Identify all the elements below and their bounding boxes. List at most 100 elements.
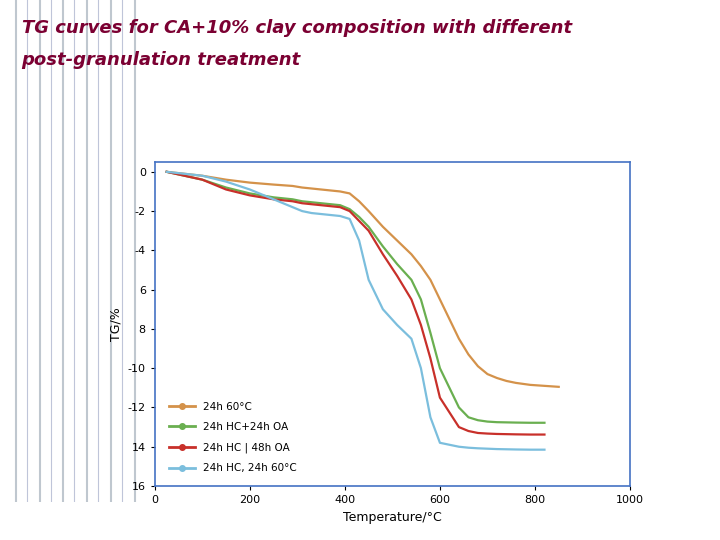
24h 60°C — [540, 383, 549, 389]
24h 60°C — [407, 251, 415, 258]
24h HC+24h OA — [512, 420, 521, 426]
24h HC | 48h OA — [474, 430, 482, 436]
Line: 24h HC, 24h 60°C: 24h HC, 24h 60°C — [167, 172, 544, 450]
24h HC, 24h 60°C — [492, 446, 501, 453]
24h HC, 24h 60°C — [346, 215, 354, 222]
24h 60°C — [492, 375, 501, 381]
24h HC | 48h OA — [222, 186, 230, 193]
24h HC, 24h 60°C — [364, 276, 373, 283]
24h 60°C — [526, 382, 534, 388]
24h HC | 48h OA — [483, 430, 492, 437]
24h HC+24h OA — [364, 224, 373, 230]
24h HC+24h OA — [407, 276, 415, 283]
24h 60°C — [298, 184, 307, 191]
24h 60°C — [346, 190, 354, 197]
24h 60°C — [326, 187, 335, 194]
24h HC+24h OA — [492, 419, 501, 426]
24h HC+24h OA — [307, 199, 316, 206]
24h HC+24h OA — [436, 365, 444, 372]
24h HC+24h OA — [474, 417, 482, 423]
24h HC+24h OA — [198, 177, 207, 183]
24h HC, 24h 60°C — [454, 443, 463, 450]
24h HC+24h OA — [502, 419, 510, 426]
24h 60°C — [163, 168, 171, 175]
24h 60°C — [483, 371, 492, 377]
24h HC | 48h OA — [336, 204, 344, 211]
24h HC+24h OA — [317, 200, 325, 206]
24h 60°C — [512, 380, 521, 386]
Line: 24h 60°C: 24h 60°C — [167, 172, 559, 387]
24h HC, 24h 60°C — [407, 335, 415, 342]
24h HC, 24h 60°C — [336, 213, 344, 219]
24h HC, 24h 60°C — [526, 447, 534, 453]
24h HC, 24h 60°C — [198, 172, 207, 179]
24h HC | 48h OA — [198, 177, 207, 183]
24h HC | 48h OA — [298, 200, 307, 206]
Line: 24h HC+24h OA: 24h HC+24h OA — [167, 172, 544, 423]
24h HC+24h OA — [540, 420, 549, 426]
24h HC+24h OA — [417, 296, 426, 303]
24h HC, 24h 60°C — [540, 447, 549, 453]
24h HC | 48h OA — [163, 168, 171, 175]
24h HC+24h OA — [426, 329, 435, 336]
24h HC | 48h OA — [464, 428, 473, 434]
24h HC, 24h 60°C — [326, 212, 335, 218]
24h 60°C — [436, 296, 444, 303]
24h HC+24h OA — [288, 196, 297, 202]
24h HC, 24h 60°C — [355, 237, 364, 244]
Text: post-granulation treatment: post-granulation treatment — [22, 51, 301, 69]
24h HC, 24h 60°C — [426, 414, 435, 421]
Line: 24h HC | 48h OA: 24h HC | 48h OA — [167, 172, 544, 435]
24h 60°C — [502, 377, 510, 384]
X-axis label: Temperature/°C: Temperature/°C — [343, 511, 442, 524]
24h HC, 24h 60°C — [512, 446, 521, 453]
24h HC | 48h OA — [326, 203, 335, 210]
24h HC, 24h 60°C — [436, 440, 444, 446]
24h HC, 24h 60°C — [379, 306, 387, 313]
24h 60°C — [222, 177, 230, 183]
24h HC | 48h OA — [288, 198, 297, 205]
24h 60°C — [317, 186, 325, 193]
24h HC | 48h OA — [317, 202, 325, 208]
24h HC+24h OA — [222, 184, 230, 191]
24h 60°C — [464, 351, 473, 357]
24h HC, 24h 60°C — [417, 365, 426, 372]
24h HC | 48h OA — [346, 208, 354, 214]
24h HC+24h OA — [483, 418, 492, 425]
24h HC+24h OA — [163, 168, 171, 175]
Legend: 24h 60°C, 24h HC+24h OA, 24h HC | 48h OA, 24h HC, 24h 60°C: 24h 60°C, 24h HC+24h OA, 24h HC | 48h OA… — [165, 397, 301, 477]
24h HC | 48h OA — [426, 355, 435, 362]
24h HC | 48h OA — [540, 431, 549, 438]
24h 60°C — [393, 237, 402, 244]
24h 60°C — [445, 316, 454, 322]
24h HC, 24h 60°C — [163, 168, 171, 175]
24h HC, 24h 60°C — [317, 211, 325, 217]
24h HC | 48h OA — [307, 201, 316, 207]
24h 60°C — [417, 263, 426, 269]
24h 60°C — [288, 183, 297, 189]
24h HC | 48h OA — [246, 192, 254, 199]
24h HC, 24h 60°C — [222, 178, 230, 185]
24h HC+24h OA — [355, 214, 364, 220]
24h HC | 48h OA — [364, 227, 373, 234]
Y-axis label: TG/%: TG/% — [109, 307, 122, 341]
24h HC | 48h OA — [417, 322, 426, 328]
24h HC+24h OA — [454, 404, 463, 411]
24h 60°C — [198, 172, 207, 179]
24h HC+24h OA — [336, 202, 344, 208]
24h 60°C — [269, 181, 278, 188]
24h HC, 24h 60°C — [393, 322, 402, 328]
24h HC+24h OA — [346, 206, 354, 212]
24h HC | 48h OA — [502, 431, 510, 437]
24h HC | 48h OA — [393, 273, 402, 279]
24h 60°C — [355, 198, 364, 205]
24h HC, 24h 60°C — [474, 445, 482, 451]
24h HC, 24h 60°C — [246, 186, 254, 193]
24h HC | 48h OA — [492, 431, 501, 437]
24h HC, 24h 60°C — [464, 444, 473, 451]
Text: IX Oil Shale Conference, 16 November 2017: IX Oil Shale Conference, 16 November 201… — [222, 515, 498, 528]
24h 60°C — [246, 179, 254, 186]
24h HC+24h OA — [526, 420, 534, 426]
24h HC+24h OA — [464, 414, 473, 421]
24h 60°C — [364, 208, 373, 214]
